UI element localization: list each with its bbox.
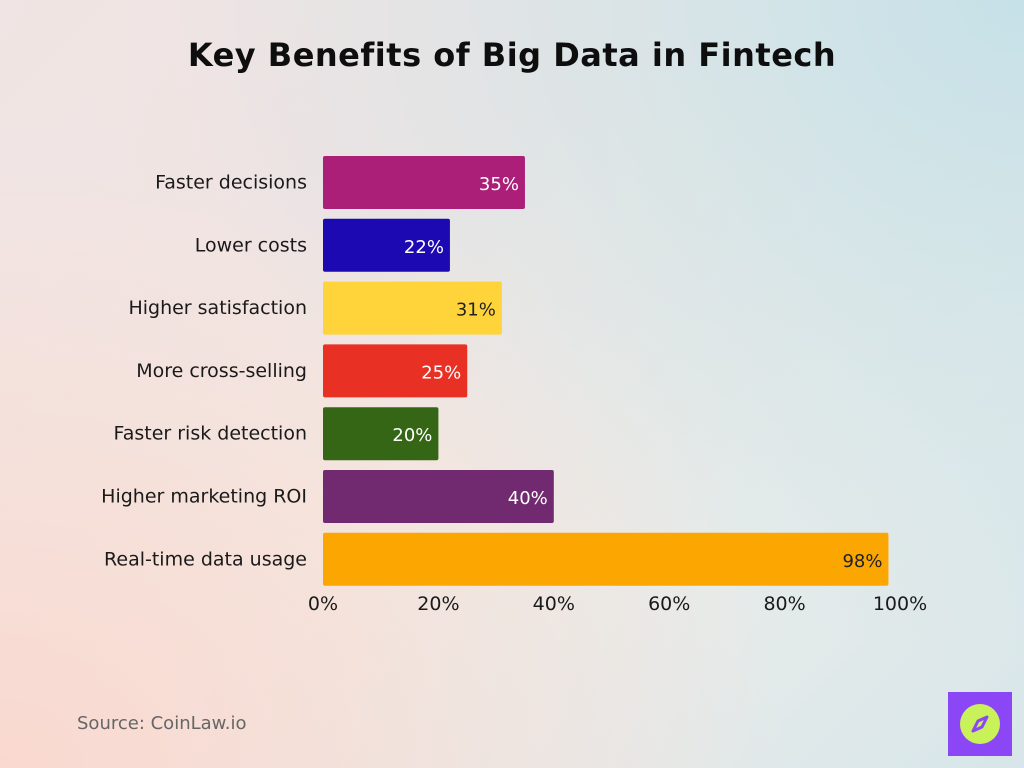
value-label-lower-costs: 22% [404, 237, 444, 258]
x-tick-label-100: 100% [873, 593, 927, 615]
x-tick-label-40: 40% [533, 593, 575, 615]
x-tick-label-80: 80% [763, 593, 805, 615]
category-labels-group: Faster decisions Lower costs Higher satisf… [101, 172, 307, 571]
value-labels-group: 35% 22% 31% 25% 20% 40% 98% [392, 174, 882, 572]
bar-real-time-data-usage [323, 532, 889, 586]
x-axis-ticks-group: 0% 20% 40% 60% 80% 100% [308, 593, 927, 615]
bar-faster-decisions [323, 156, 525, 209]
bars-group [323, 156, 889, 586]
category-label-more-cross-selling: More cross-selling [136, 360, 307, 382]
logo [948, 692, 1012, 756]
value-label-higher-marketing-roi: 40% [508, 488, 548, 509]
value-label-faster-risk-detection: 20% [392, 425, 432, 446]
category-label-faster-decisions: Faster decisions [155, 172, 307, 194]
x-tick-label-20: 20% [417, 593, 459, 615]
category-label-higher-marketing-roi: Higher marketing ROI [101, 486, 307, 508]
value-label-real-time-data-usage: 98% [842, 551, 882, 572]
bar-more-cross-selling [323, 344, 468, 398]
value-label-more-cross-selling: 25% [421, 362, 461, 383]
category-label-faster-risk-detection: Faster risk detection [114, 423, 307, 445]
logo-circle [960, 704, 1000, 744]
category-label-higher-satisfaction: Higher satisfaction [128, 297, 307, 319]
bar-faster-risk-detection [323, 407, 439, 461]
bar-higher-marketing-roi [323, 470, 554, 523]
compass-icon [971, 715, 989, 733]
source-note: Source: CoinLaw.io [77, 713, 247, 734]
value-label-higher-satisfaction: 31% [456, 300, 496, 321]
x-tick-label-60: 60% [648, 593, 690, 615]
bar-higher-satisfaction [323, 281, 502, 335]
bar-lower-costs [323, 218, 450, 272]
x-tick-label-0: 0% [308, 593, 338, 615]
value-label-faster-decisions: 35% [479, 174, 519, 195]
category-label-real-time-data-usage: Real-time data usage [104, 548, 307, 570]
category-label-lower-costs: Lower costs [195, 234, 307, 256]
chart-title: Key Benefits of Big Data in Fintech [187, 36, 837, 74]
